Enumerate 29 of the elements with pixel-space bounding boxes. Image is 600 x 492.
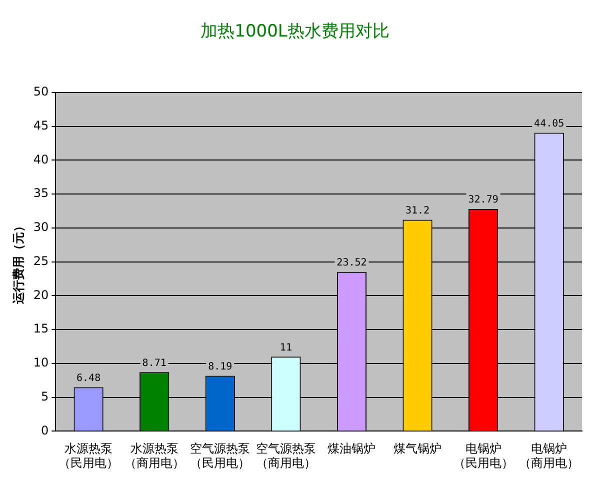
y-tick-label: 40 bbox=[33, 152, 49, 166]
x-tick-label: 电锅炉（民用电） bbox=[453, 442, 514, 470]
x-tick-label: 空气源热泵（民用电） bbox=[190, 442, 250, 470]
y-tick-label: 5 bbox=[41, 389, 49, 404]
x-tick-label: 水源热泵（民用电） bbox=[58, 442, 119, 470]
y-tick-label: 50 bbox=[33, 84, 49, 99]
y-tick-label: 20 bbox=[33, 288, 49, 302]
y-tick-label: 25 bbox=[33, 254, 49, 268]
data-label: 23.52 bbox=[336, 257, 367, 268]
x-tick-label: 煤油锅炉 bbox=[328, 442, 376, 456]
chart-title: 加热1000L热水费用对比 bbox=[200, 22, 390, 42]
x-tick-label: 煤气锅炉 bbox=[394, 442, 442, 456]
data-label: 6.48 bbox=[76, 372, 101, 384]
y-tick-label: 30 bbox=[33, 220, 49, 234]
y-tick-label: 35 bbox=[33, 186, 49, 200]
data-label: 32.79 bbox=[468, 194, 498, 206]
y-axis-title: 运行费用（元） bbox=[11, 220, 26, 305]
x-tick-label: 水源热泵（商用电） bbox=[124, 442, 184, 470]
data-label: 11 bbox=[280, 342, 292, 354]
data-label: 31.2 bbox=[405, 205, 430, 216]
data-label: 44.05 bbox=[534, 118, 564, 130]
y-tick-label: 15 bbox=[33, 322, 49, 336]
data-label: 8.19 bbox=[208, 361, 232, 372]
y-tick-label: 45 bbox=[33, 118, 49, 132]
y-tick-label: 10 bbox=[33, 356, 49, 370]
y-tick-label: 0 bbox=[41, 423, 49, 438]
x-tick-label: 空气源热泵（商用电） bbox=[256, 442, 316, 470]
data-label: 8.71 bbox=[142, 358, 166, 369]
x-tick-label: 电锅炉（商用电） bbox=[519, 442, 580, 470]
